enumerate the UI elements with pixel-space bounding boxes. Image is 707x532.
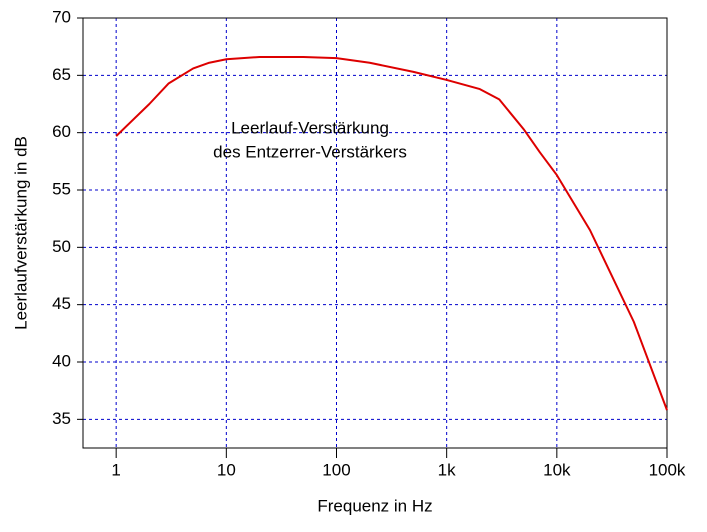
y-tick-label: 40 xyxy=(52,351,71,370)
y-axis-label: Leerlaufverstärkung in dB xyxy=(11,136,30,330)
y-tick-label: 65 xyxy=(52,65,71,84)
line-series xyxy=(115,55,668,411)
y-tick-label: 45 xyxy=(52,294,71,313)
y-tick-label: 70 xyxy=(52,7,71,26)
plot-frame xyxy=(82,17,668,449)
x-axis-label: Frequenz in Hz xyxy=(317,496,432,515)
annotation: des Entzerrer-Verstärkers xyxy=(213,142,407,161)
x-tick-label: 100k xyxy=(649,460,686,479)
x-tick-label: 10 xyxy=(217,460,236,479)
x-tick-label: 100 xyxy=(322,460,350,479)
y-tick-label: 60 xyxy=(52,122,71,141)
y-tick-label: 35 xyxy=(52,409,71,428)
x-tick-label: 1k xyxy=(438,460,456,479)
x-tick-label: 10k xyxy=(543,460,571,479)
y-tick-label: 50 xyxy=(52,237,71,256)
annotation: Leerlauf-Verstärkung xyxy=(231,118,389,137)
x-tick-label: 1 xyxy=(111,460,120,479)
y-tick-label: 55 xyxy=(52,179,71,198)
